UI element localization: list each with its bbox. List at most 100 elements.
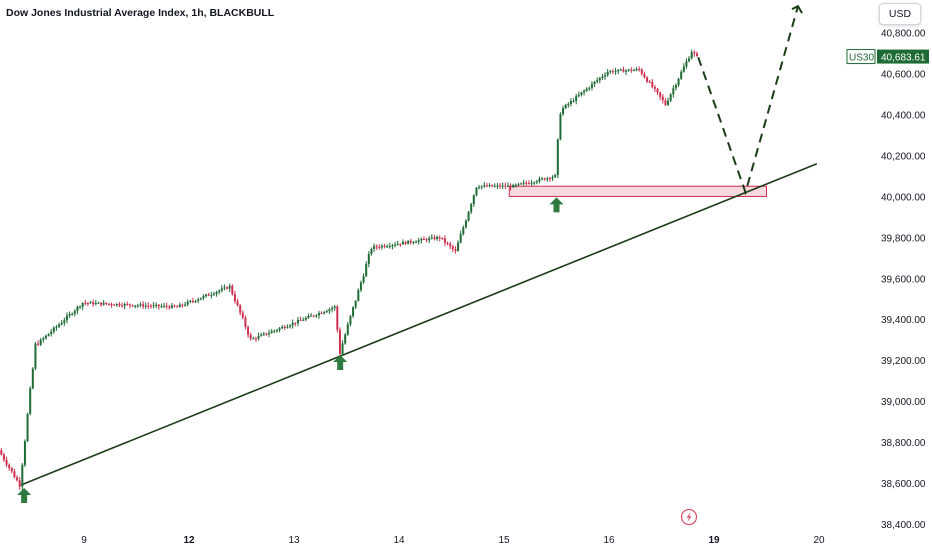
candle-body (533, 182, 536, 184)
candle-body (149, 305, 152, 307)
y-tick-label: 40,600.00 (881, 70, 926, 81)
candle (404, 240, 407, 246)
y-tick-label: 40,800.00 (881, 29, 926, 40)
candle (37, 340, 40, 347)
candle (94, 299, 97, 306)
candle (562, 105, 565, 116)
y-tick-label: 40,000.00 (881, 192, 926, 203)
candle-body (451, 246, 454, 250)
candle (546, 176, 549, 182)
candle (512, 183, 515, 188)
candle (522, 179, 525, 187)
candle-body (496, 185, 499, 187)
candle (215, 290, 218, 297)
candle-body (630, 69, 633, 71)
candle-body (661, 96, 664, 101)
candle (233, 290, 236, 304)
candle (97, 301, 100, 304)
y-tick-label: 39,000.00 (881, 397, 926, 408)
candle (283, 324, 286, 330)
candle-body (304, 317, 307, 320)
candle (286, 324, 289, 329)
candle (55, 324, 58, 331)
candle-body (65, 315, 68, 321)
currency-button[interactable]: USD (879, 3, 921, 25)
candle-body (84, 303, 87, 305)
candle-body (695, 53, 698, 57)
candle (163, 302, 166, 309)
candle-body (170, 305, 173, 308)
candle (199, 297, 202, 301)
candle (622, 66, 625, 73)
candle (157, 303, 160, 310)
candle (60, 320, 63, 326)
candle (236, 298, 239, 307)
candle (412, 240, 415, 245)
candle (677, 77, 680, 88)
candle-body (168, 306, 171, 308)
candle (604, 72, 607, 80)
candle-body (567, 103, 570, 105)
candle (509, 183, 512, 191)
candle (331, 305, 334, 313)
candle-body (449, 243, 452, 247)
candle-body (231, 285, 234, 295)
candle-body (241, 312, 244, 318)
candle (630, 67, 633, 73)
candle (590, 81, 593, 91)
candle (543, 177, 546, 181)
candle (191, 297, 194, 304)
candle (401, 239, 404, 245)
candle (472, 194, 475, 207)
candle (226, 286, 229, 290)
candle-body (2, 454, 5, 460)
candle (73, 309, 76, 317)
candle-body (548, 178, 551, 180)
candle (58, 322, 61, 329)
candle-body (417, 240, 420, 242)
candle (625, 69, 628, 76)
candle (13, 468, 16, 479)
candle-body (433, 237, 436, 239)
candle (212, 291, 215, 297)
candle (165, 302, 168, 310)
candle-body (677, 78, 680, 86)
candle-body (26, 413, 29, 442)
candle-body (10, 467, 13, 472)
candle-body (425, 239, 428, 241)
candle (457, 240, 460, 252)
candle-body (29, 388, 32, 414)
candle (239, 304, 242, 316)
candle (341, 340, 344, 355)
candle-body (142, 304, 145, 307)
price-axis: 38,400.00 38,600.00 38,800.00 39,000.00 39,2… (881, 29, 926, 531)
candle-body (349, 316, 352, 325)
candle-body (121, 305, 124, 307)
candle-body (373, 246, 376, 249)
candle-body (464, 220, 467, 228)
candle (346, 321, 349, 336)
candle (541, 176, 544, 181)
candle (669, 93, 672, 103)
candle-body (614, 71, 617, 73)
candle-body (430, 237, 433, 239)
candle-body (640, 69, 643, 74)
candle (52, 326, 55, 334)
candle (18, 477, 21, 491)
candle-body (378, 247, 381, 249)
candle (23, 439, 26, 468)
candle (430, 234, 433, 240)
candle (493, 183, 496, 188)
y-tick-label: 39,600.00 (881, 274, 926, 285)
candle-body (315, 315, 318, 317)
candle (257, 332, 260, 341)
candle (113, 303, 116, 306)
candle (131, 304, 134, 308)
candle-body (362, 276, 365, 283)
candle (454, 246, 457, 254)
candle-body (176, 306, 179, 308)
candle-body (73, 310, 76, 314)
candle (672, 85, 675, 98)
candle (44, 334, 47, 340)
